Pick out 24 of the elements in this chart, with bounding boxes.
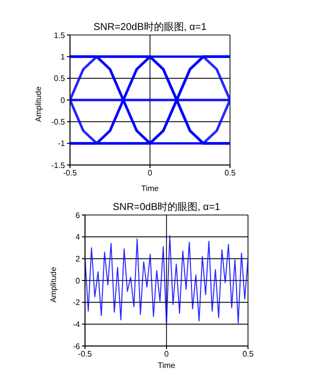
chart-title: SNR=0dB时的眼图, α=1: [112, 202, 220, 213]
y-tick-label: 2: [76, 254, 81, 264]
x-tick-label: 0.5: [224, 168, 236, 178]
y-tick-label: -2: [72, 298, 81, 308]
x-axis-title: Time: [141, 184, 160, 193]
y-tick-label: 1: [60, 52, 66, 62]
y-tick-label: -1.5: [51, 160, 66, 170]
y-tick-label: 0: [60, 96, 66, 105]
y-tick-label: -6: [72, 342, 81, 351]
y-tick-label: 0.5: [54, 74, 66, 84]
y-tick-label: 6: [76, 210, 81, 220]
y-tick-label: 4: [76, 232, 81, 242]
y-tick-label: 0: [76, 276, 81, 286]
x-axis-title: Time: [158, 361, 176, 369]
x-tick-label: 0: [164, 350, 170, 359]
x-tick-label: 0: [148, 168, 153, 178]
x-tick-label: 0.5: [242, 350, 254, 359]
y-tick-label: -4: [72, 320, 81, 330]
y-tick-label: 1.5: [54, 30, 66, 40]
y-tick-label: -0.5: [51, 118, 66, 127]
y-axis-title: Amplitude: [48, 266, 58, 302]
chart-title: SNR=20dB时的眼图, α=1: [93, 22, 207, 33]
y-tick-label: -1: [58, 139, 66, 148]
y-axis-title: Amplitude: [34, 86, 43, 122]
